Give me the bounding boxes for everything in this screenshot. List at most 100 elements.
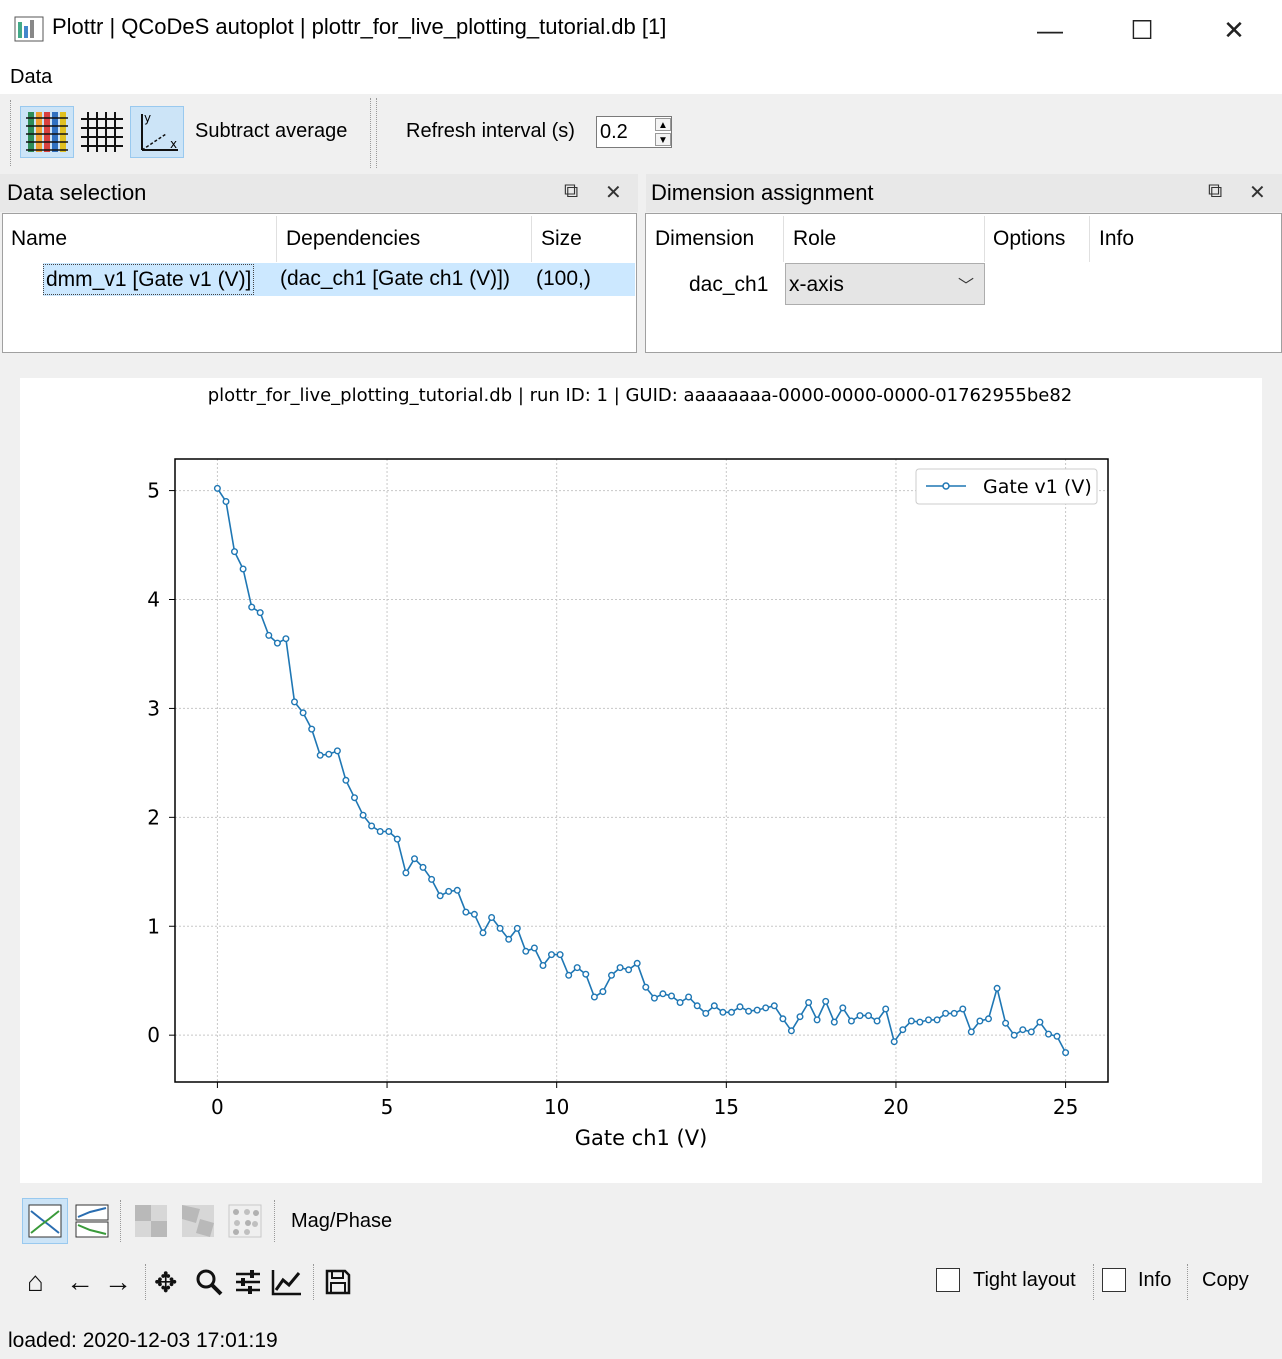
close-dock-icon[interactable]: ✕ <box>605 182 622 204</box>
spin-down-icon[interactable]: ▼ <box>655 133 671 146</box>
forward-arrow-icon[interactable]: → <box>104 1266 132 1297</box>
toolbar-separator <box>145 1264 146 1300</box>
subtract-average-button[interactable]: Subtract average <box>195 120 348 142</box>
y-tick-label: 3 <box>147 696 160 720</box>
col-header-info[interactable]: Info <box>1099 227 1135 250</box>
cell-size[interactable]: (100,) <box>536 267 591 290</box>
minimize-button[interactable]: — <box>1004 0 1096 60</box>
maximize-button[interactable]: ☐ <box>1096 0 1188 60</box>
grid-icon <box>81 112 123 152</box>
home-icon[interactable]: ⌂ <box>27 1266 44 1297</box>
col-header-dependencies[interactable]: Dependencies <box>286 227 421 250</box>
menu-data[interactable]: Data <box>10 66 53 88</box>
table-row[interactable] <box>43 263 635 296</box>
data-point <box>308 725 316 733</box>
tight-layout-label[interactable]: Tight layout <box>973 1269 1076 1291</box>
mesh-plot-icon <box>182 1205 214 1237</box>
data-point <box>582 970 590 978</box>
data-point <box>650 994 658 1002</box>
data-point <box>428 875 436 883</box>
role-dropdown[interactable] <box>785 263 985 305</box>
plot-1d-multi-button[interactable] <box>69 1198 115 1244</box>
data-selection-title: Data selection <box>7 180 147 205</box>
data-point <box>385 828 393 836</box>
edit-axis-icon[interactable] <box>271 1268 303 1296</box>
color-grid-icon <box>26 112 68 152</box>
info-checkbox[interactable] <box>1102 1268 1126 1292</box>
configure-subplots-icon[interactable] <box>234 1268 262 1296</box>
data-point <box>865 1012 873 1020</box>
float-dock-icon[interactable]: ⧉ <box>564 180 579 202</box>
data-point <box>496 924 504 932</box>
mesh-plot-button[interactable] <box>175 1198 221 1244</box>
data-point <box>693 1002 701 1010</box>
image-plot-button[interactable] <box>128 1198 174 1244</box>
scatter-plot-icon <box>228 1204 262 1238</box>
data-point <box>213 484 221 492</box>
color-grid-button[interactable] <box>20 106 74 158</box>
data-point <box>539 962 547 970</box>
data-point <box>753 1006 761 1014</box>
info-label[interactable]: Info <box>1138 1269 1172 1291</box>
data-point <box>590 993 598 1001</box>
pan-icon[interactable]: ✥ <box>154 1267 178 1298</box>
chevron-down-icon[interactable]: ﹀ <box>958 278 975 295</box>
save-icon[interactable] <box>324 1268 352 1296</box>
data-point <box>882 1005 890 1013</box>
x-tick-label: 10 <box>544 1095 569 1119</box>
toolbar-separator <box>370 98 371 168</box>
scatter-plot-button[interactable] <box>222 1198 268 1244</box>
spin-up-icon[interactable]: ▲ <box>655 118 671 131</box>
toolbar-grip-2 <box>376 98 377 168</box>
role-dropdown-value[interactable]: x-axis <box>789 273 844 296</box>
y-tick-label: 1 <box>147 914 160 938</box>
data-point <box>625 966 633 974</box>
data-point <box>548 951 556 959</box>
data-point <box>1019 1026 1027 1034</box>
line-chart[interactable]: plottr_for_live_plotting_tutorial.db | r… <box>20 378 1262 1183</box>
plot-1d-single-button[interactable] <box>22 1198 68 1244</box>
series-line <box>216 487 1067 1053</box>
data-point <box>333 747 341 755</box>
data-point <box>1036 1018 1044 1026</box>
data-point <box>967 1028 975 1036</box>
data-point <box>248 603 256 611</box>
col-header-options[interactable]: Options <box>993 227 1066 250</box>
tight-layout-checkbox[interactable] <box>936 1268 960 1292</box>
col-divider <box>276 216 277 262</box>
col-header-size[interactable]: Size <box>541 227 582 250</box>
data-point <box>479 929 487 937</box>
data-point <box>1062 1049 1070 1057</box>
back-arrow-icon[interactable]: ← <box>66 1266 94 1297</box>
multi-line-plot-icon <box>75 1204 109 1238</box>
dimension-assignment-title: Dimension assignment <box>651 180 874 205</box>
close-button[interactable]: ✕ <box>1188 0 1280 60</box>
data-point <box>976 1017 984 1025</box>
col-header-name[interactable]: Name <box>11 227 68 250</box>
data-point <box>359 811 367 819</box>
svg-text:x: x <box>170 137 177 151</box>
status-text: loaded: 2020-12-03 17:01:19 <box>8 1329 278 1352</box>
data-point <box>642 983 650 991</box>
float-dock-icon[interactable]: ⧉ <box>1208 180 1223 202</box>
data-point <box>368 822 376 830</box>
legend-label: Gate v1 (V) <box>983 476 1092 498</box>
mag-phase-button[interactable]: Mag/Phase <box>291 1210 393 1232</box>
data-point <box>316 751 324 759</box>
y-tick-label: 0 <box>147 1023 160 1047</box>
cell-dependencies[interactable]: (dac_ch1 [Gate ch1 (V)]) <box>280 267 510 290</box>
close-dock-icon[interactable]: ✕ <box>1249 182 1266 204</box>
cell-name[interactable]: dmm_v1 [Gate v1 (V)] <box>43 264 255 295</box>
refresh-interval-value[interactable]: 0.2 <box>600 121 628 143</box>
col-header-role[interactable]: Role <box>793 227 837 250</box>
zoom-icon[interactable] <box>195 1268 223 1296</box>
data-point <box>222 497 230 505</box>
copy-button[interactable]: Copy <box>1202 1269 1249 1291</box>
axis-ticks: 0 5 10 15 20 25 0 1 2 3 4 5 <box>147 479 1078 1119</box>
data-point <box>745 1007 753 1015</box>
data-point <box>325 750 333 758</box>
xy-axes-button[interactable]: y x <box>130 106 184 158</box>
grid-button[interactable] <box>75 106 129 158</box>
col-header-dimension[interactable]: Dimension <box>655 227 755 250</box>
col-divider <box>783 216 784 262</box>
